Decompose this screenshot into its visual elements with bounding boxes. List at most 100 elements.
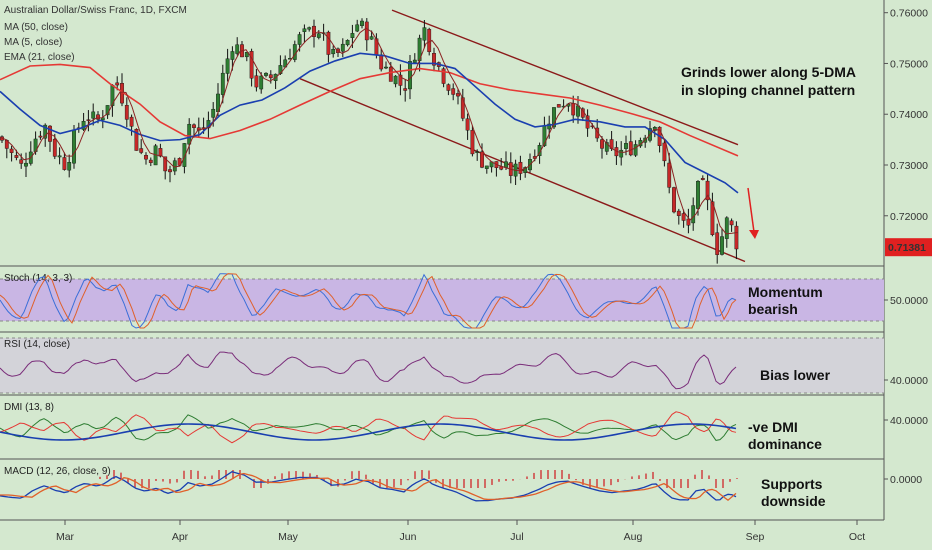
candle-body (628, 141, 633, 156)
candle-body (268, 74, 273, 79)
candle-body (158, 148, 163, 157)
candle-body (24, 162, 28, 167)
ema21-line (0, 52, 739, 194)
candle-body (364, 21, 369, 41)
channel-upper-line (391, 9, 739, 146)
candle-body (163, 156, 168, 172)
candle-body (724, 217, 729, 239)
candle-body (552, 107, 556, 128)
candle-body (691, 205, 696, 224)
candle-body (172, 160, 177, 172)
candle-body (259, 75, 264, 90)
candle-body (595, 127, 600, 139)
ma5-line (0, 27, 739, 235)
candle-body (220, 72, 225, 95)
candle-body (619, 149, 624, 158)
candle-body (62, 157, 67, 170)
panel-band (0, 338, 884, 393)
candle-body (518, 161, 523, 174)
candle-body (676, 210, 681, 216)
annotation-dmi-line2: dominance (748, 436, 822, 452)
candle-body (556, 104, 561, 108)
dmi-minus-line (0, 411, 737, 444)
price-tick-label: 0.73000 (890, 160, 928, 172)
last-price-tag (885, 238, 932, 257)
candle-body (720, 236, 724, 255)
candle-body (398, 74, 403, 86)
indicator-legend-item: MA (50, close) (4, 22, 68, 33)
time-tick-label: Sep (746, 531, 765, 543)
candle-body (235, 44, 240, 54)
candle-body (624, 143, 628, 149)
candle-body (465, 118, 470, 131)
candle-body (96, 114, 100, 120)
candle-body (408, 61, 412, 90)
candle-body (604, 142, 609, 152)
candle-body (667, 162, 672, 188)
stoch-d-line (0, 273, 737, 329)
candle-body (705, 180, 710, 201)
candle-body (460, 97, 465, 119)
candle-body (523, 167, 528, 173)
macd-signal-line (0, 472, 737, 502)
down-arrow-shaft (747, 187, 755, 233)
candle-body (441, 68, 446, 84)
annotation-stoch-line1: Momentum (748, 284, 823, 300)
chart-title: Australian Dollar/Swiss Franc, 1D, FXCM (4, 5, 187, 16)
candle-body (432, 53, 436, 66)
ma50-line (0, 63, 739, 157)
time-tick-label: Jun (400, 531, 417, 543)
candle-body (230, 51, 235, 60)
candle-body (168, 169, 172, 173)
dmi-plus-line (0, 414, 737, 441)
candle-body (427, 28, 432, 52)
macd-line (0, 470, 737, 502)
candle-body (393, 75, 398, 85)
annotation-main-line2: in sloping channel pattern (681, 82, 855, 98)
candle-body (244, 52, 249, 58)
candle-body (734, 225, 739, 250)
candle-body (369, 36, 374, 40)
time-tick-label: Apr (172, 531, 189, 543)
candle-body (345, 40, 350, 46)
panel-tick-label: 50.0000 (890, 295, 928, 307)
candle-body (585, 115, 590, 129)
annotation-stoch-line2: bearish (748, 301, 798, 317)
annotation-macd-line2: downside (761, 493, 826, 509)
candle-body (57, 155, 62, 158)
panel-tick-label: 40.0000 (890, 375, 928, 387)
candle-body (360, 20, 364, 26)
candle-body (504, 161, 508, 168)
annotation-macd-line1: Supports (761, 476, 823, 492)
panel-title: DMI (13, 8) (4, 402, 54, 413)
candle-body (633, 144, 638, 156)
candle-body (662, 142, 667, 162)
candle-body (403, 88, 408, 91)
candle-body (700, 178, 705, 180)
candle-body (129, 116, 134, 127)
candle-body (696, 181, 700, 209)
candle-body (115, 82, 120, 86)
candle-body (264, 72, 268, 76)
candle-body (91, 111, 96, 119)
candle-body (729, 220, 734, 226)
candle-body (139, 148, 144, 153)
candle-body (340, 43, 345, 52)
candle-body (451, 88, 456, 95)
candle-body (316, 33, 321, 38)
candle-body (681, 213, 686, 221)
last-price-label: 0.71381 (888, 242, 926, 254)
candle-body (81, 121, 86, 130)
candle-body (388, 66, 393, 82)
candle-body (355, 24, 360, 32)
panel-title: MACD (12, 26, close, 9) (4, 466, 111, 477)
annotation-dmi-line1: -ve DMI (748, 419, 798, 435)
candle-body (379, 54, 384, 70)
candle-body (686, 218, 691, 226)
annotation-main-line1: Grinds lower along 5-DMA (681, 64, 856, 80)
candle-body (14, 155, 19, 158)
candle-body (144, 155, 148, 160)
candle-body (182, 143, 187, 167)
candle-body (38, 135, 43, 138)
